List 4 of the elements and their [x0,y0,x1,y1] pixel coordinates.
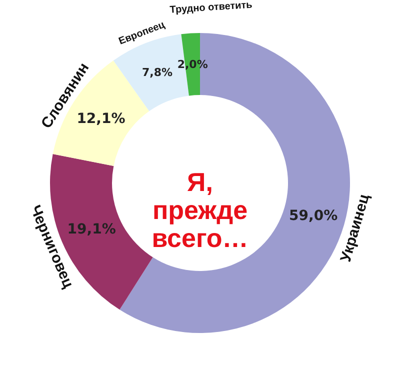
data-label: 59,0% [289,208,338,224]
text: Я, прежде всего… [152,167,248,253]
slice-label: Трудно ответить [170,0,253,16]
data-label: 7,8% [142,66,173,80]
